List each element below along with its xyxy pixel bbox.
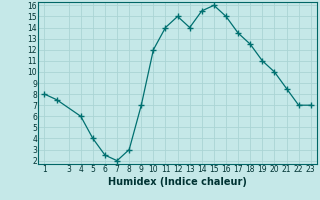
X-axis label: Humidex (Indice chaleur): Humidex (Indice chaleur) — [108, 177, 247, 187]
